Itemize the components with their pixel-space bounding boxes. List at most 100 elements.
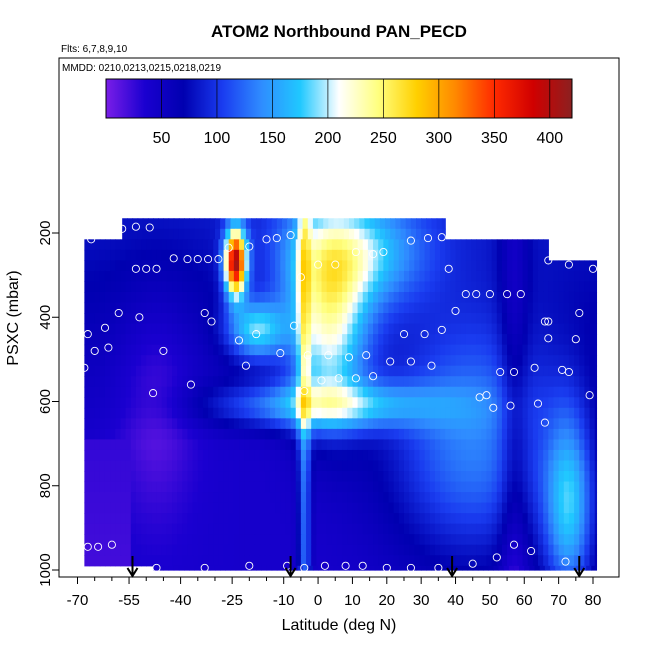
heatmap-cell — [491, 449, 498, 462]
heatmap-cell — [146, 365, 152, 377]
heatmap-cell — [367, 249, 374, 261]
heatmap-cell — [481, 291, 488, 304]
heatmap-cell — [311, 492, 317, 504]
heatmap-cell — [342, 555, 348, 567]
heatmap-cell — [507, 376, 513, 388]
heatmap-cell — [156, 334, 163, 346]
heatmap-cell — [256, 228, 262, 240]
heatmap-cell — [275, 523, 281, 535]
heatmap-cell — [434, 492, 441, 504]
x-tick-label: 60 — [516, 592, 533, 609]
heatmap-cell — [244, 376, 250, 388]
heatmap-cell — [130, 502, 137, 514]
heatmap-cell — [197, 502, 204, 514]
heatmap-cell — [347, 323, 354, 335]
heatmap-cell — [104, 418, 111, 430]
heatmap-cell — [403, 534, 410, 546]
heatmap-cell — [476, 302, 482, 314]
heatmap-cell — [594, 334, 598, 346]
heatmap-cell — [362, 534, 369, 546]
heatmap-cell — [115, 249, 122, 261]
heatmap-cell — [326, 428, 333, 441]
heatmap-cell — [187, 334, 194, 346]
heatmap-cell — [429, 260, 436, 272]
heatmap-cell — [373, 428, 379, 441]
heatmap-cell — [522, 376, 529, 388]
heatmap-cell — [218, 439, 225, 451]
heatmap-cell — [177, 439, 183, 451]
heatmap-cell — [579, 355, 585, 367]
heatmap-cell — [161, 302, 168, 314]
heatmap-cell — [378, 439, 384, 451]
heatmap-cell — [295, 449, 302, 462]
heatmap-cell — [390, 228, 396, 240]
heatmap-cell — [405, 565, 412, 571]
heatmap-cell — [431, 565, 438, 571]
heatmap-cell — [331, 239, 338, 251]
heatmap-cell — [110, 523, 116, 535]
heatmap-cell — [594, 534, 598, 546]
heatmap-cell — [161, 344, 168, 356]
heatmap-cell — [527, 471, 534, 483]
heatmap-cell — [269, 386, 276, 398]
heatmap-cell — [153, 218, 159, 230]
heatmap-cell — [486, 239, 493, 251]
heatmap-cell — [285, 344, 292, 356]
heatmap-cell — [424, 544, 431, 556]
heatmap-cell — [388, 471, 395, 483]
heatmap-cell — [182, 239, 189, 251]
heatmap-cell — [548, 534, 555, 546]
heatmap-cell — [357, 555, 364, 567]
heatmap-cell — [135, 270, 142, 283]
heatmap-cell — [306, 249, 312, 261]
heatmap-cell — [264, 376, 271, 388]
heatmap-cell — [228, 418, 235, 430]
heatmap-cell — [163, 218, 170, 230]
heatmap-cell — [357, 249, 364, 261]
heatmap-cell — [477, 565, 484, 571]
heatmap-cell — [326, 502, 333, 514]
heatmap-cell — [414, 523, 421, 535]
heatmap-cell — [465, 239, 472, 251]
heatmap-cell — [228, 407, 235, 419]
heatmap-cell — [367, 418, 374, 430]
heatmap-cell — [496, 449, 503, 462]
heatmap-cell — [419, 439, 426, 451]
heatmap-cell — [409, 249, 415, 261]
heatmap-cell — [424, 323, 431, 335]
heatmap-cell — [161, 502, 168, 514]
heatmap-cell — [373, 492, 379, 504]
heatmap-cell — [357, 449, 364, 462]
heatmap-cell — [110, 270, 116, 283]
heatmap-cell — [558, 439, 565, 451]
heatmap-cell — [182, 460, 189, 472]
heatmap-cell — [161, 513, 168, 525]
heatmap-cell — [409, 534, 415, 546]
heatmap-cell — [553, 281, 560, 293]
heatmap-cell — [187, 460, 194, 472]
heatmap-cell — [192, 291, 199, 304]
heatmap-cell — [491, 376, 498, 388]
heatmap-cell — [398, 439, 405, 451]
heatmap-cell — [202, 407, 209, 419]
heatmap-cell — [295, 439, 302, 451]
heatmap-cell — [254, 270, 261, 283]
heatmap-cell — [84, 492, 91, 504]
heatmap-cell — [471, 334, 477, 346]
heatmap-cell — [455, 513, 462, 525]
heatmap-cell — [84, 270, 91, 283]
heatmap-cell — [251, 565, 257, 571]
heatmap-cell — [465, 544, 472, 556]
heatmap-cell — [110, 355, 116, 367]
heatmap-cell — [245, 565, 252, 571]
heatmap-cell — [104, 249, 111, 261]
heatmap-cell — [440, 355, 446, 367]
heatmap-cell — [538, 502, 544, 514]
heatmap-cell — [584, 439, 591, 451]
heatmap-cell — [507, 249, 513, 261]
heatmap-cell — [383, 239, 390, 251]
heatmap-cell — [192, 397, 199, 409]
heatmap-cell — [455, 344, 462, 356]
heatmap-cell — [172, 502, 178, 514]
heatmap-cell — [501, 418, 508, 430]
